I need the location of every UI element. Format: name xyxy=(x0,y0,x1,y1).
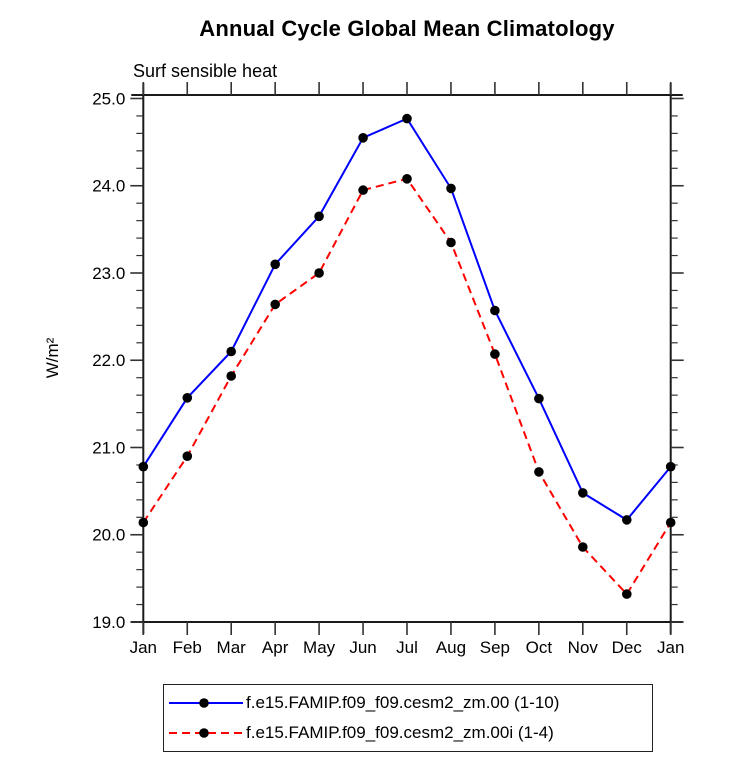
data-point-marker xyxy=(534,467,544,477)
data-point-marker xyxy=(182,393,193,403)
x-axis-ticks xyxy=(142,82,672,635)
data-point-marker xyxy=(490,349,500,359)
data-point-marker xyxy=(622,589,632,599)
data-point-marker xyxy=(622,515,632,525)
data-point-marker xyxy=(358,133,368,143)
y-tick-label: 23.0 xyxy=(92,264,125,283)
y-axis-labels: 19.0 20.0 21.0 22.0 23.0 24.0 25.0 xyxy=(92,89,125,632)
y-tick-label: 19.0 xyxy=(92,613,125,632)
data-point-marker xyxy=(270,299,281,310)
series-markers-1 xyxy=(138,113,676,525)
legend-item-series2: f.e15.FAMIP.f09_f09.cesm2_zm.00i (1-4) xyxy=(164,721,652,745)
data-point-marker xyxy=(665,517,676,528)
y-tick-label: 20.0 xyxy=(92,526,125,545)
x-tick-label: Jan xyxy=(130,638,157,657)
data-point-marker xyxy=(226,371,236,381)
legend-label-series2: f.e15.FAMIP.f09_f09.cesm2_zm.00i (1-4) xyxy=(246,723,554,742)
legend-dashed-line-sample-icon xyxy=(169,728,243,738)
series-line-2 xyxy=(142,177,672,596)
data-point-marker xyxy=(402,113,412,124)
data-point-marker xyxy=(402,174,412,184)
x-tick-label: Feb xyxy=(173,638,202,657)
x-tick-label: Jul xyxy=(396,638,418,657)
y-tick-label: 22.0 xyxy=(92,351,125,370)
x-tick-label: Jun xyxy=(349,638,376,657)
data-point-marker xyxy=(534,393,544,404)
data-point-marker xyxy=(138,517,149,528)
data-point-marker xyxy=(446,237,456,248)
y-axis-ticks xyxy=(130,97,684,623)
x-tick-label: Sep xyxy=(480,638,510,657)
y-tick-label: 21.0 xyxy=(92,438,125,457)
x-tick-label: Jan xyxy=(657,638,684,657)
legend-item-series1: f.e15.FAMIP.f09_f09.cesm2_zm.00 (1-10) xyxy=(164,691,652,715)
data-point-marker xyxy=(182,451,193,462)
x-tick-label: Dec xyxy=(612,638,643,657)
chart-title: Annual Cycle Global Mean Climatology xyxy=(199,16,615,41)
data-point-marker xyxy=(665,461,676,472)
legend-label-series1: f.e15.FAMIP.f09_f09.cesm2_zm.00 (1-10) xyxy=(246,693,560,712)
y-axis-title: W/m² xyxy=(43,337,62,378)
data-point-marker xyxy=(578,488,588,498)
data-point-marker xyxy=(358,185,368,195)
x-tick-label: Nov xyxy=(568,638,599,657)
x-tick-label: Aug xyxy=(436,638,466,657)
x-tick-label: Apr xyxy=(262,638,289,657)
y-tick-label: 25.0 xyxy=(92,89,125,108)
data-point-marker xyxy=(314,211,324,222)
data-point-marker xyxy=(270,259,281,270)
plot-frame xyxy=(131,83,683,634)
x-tick-label: Oct xyxy=(526,638,553,657)
data-point-marker xyxy=(490,305,500,316)
series-markers-2 xyxy=(138,174,676,599)
data-point-marker xyxy=(578,542,588,552)
data-point-marker xyxy=(446,183,456,194)
legend-solid-line-sample-icon xyxy=(169,698,243,708)
x-tick-label: Mar xyxy=(217,638,247,657)
data-point-marker xyxy=(226,346,236,357)
x-axis-labels: Jan Feb Mar Apr May Jun Jul Aug Sep Oct Nov Dec Jan xyxy=(130,638,685,657)
data-point-marker xyxy=(138,461,149,472)
data-point-marker xyxy=(314,268,324,278)
x-tick-label: May xyxy=(303,638,336,657)
chart-subtitle: Surf sensible heat xyxy=(133,61,278,81)
annual-cycle-plot: Jan Feb Mar Apr May Jun Jul Aug Sep Oct Nov Dec Jan 1… xyxy=(43,82,685,657)
legend: f.e15.FAMIP.f09_f09.cesm2_zm.00 (1-10) f… xyxy=(163,684,653,752)
y-tick-label: 24.0 xyxy=(92,177,125,196)
